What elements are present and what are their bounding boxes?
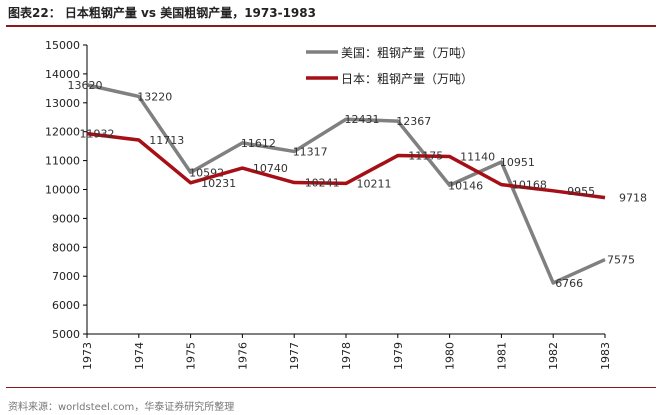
x-tick-label: 1980 xyxy=(444,342,457,370)
title-divider xyxy=(6,25,656,27)
footer-divider xyxy=(6,387,656,388)
data-label: 10231 xyxy=(201,177,236,190)
data-label: 9718 xyxy=(619,192,647,205)
y-tick-label: 12000 xyxy=(45,126,80,139)
data-label: 12431 xyxy=(345,113,380,126)
data-label: 10168 xyxy=(512,179,547,192)
x-tick-label: 1973 xyxy=(81,342,94,370)
x-tick-label: 1976 xyxy=(236,342,249,370)
data-label: 11713 xyxy=(149,134,184,147)
data-label: 13620 xyxy=(68,79,103,92)
x-tick-label: 1977 xyxy=(288,342,301,370)
x-tick-label: 1978 xyxy=(340,342,353,370)
y-tick-label: 7000 xyxy=(52,270,80,283)
y-tick-label: 6000 xyxy=(52,299,80,312)
data-label: 11612 xyxy=(241,137,276,150)
data-label: 10951 xyxy=(500,156,535,169)
data-label: 10740 xyxy=(253,162,288,175)
x-tick-label: 1975 xyxy=(185,342,198,370)
x-tick-label: 1982 xyxy=(547,342,560,370)
series-line-japan xyxy=(86,131,606,200)
data-label: 10211 xyxy=(357,177,392,190)
data-label: 11175 xyxy=(408,150,443,163)
x-tick-label: 1981 xyxy=(495,342,508,370)
data-label: 11140 xyxy=(460,151,495,164)
data-label: 7575 xyxy=(607,254,635,267)
y-tick-label: 11000 xyxy=(45,155,80,168)
source-note: 资料来源：worldsteel.com，华泰证券研究所整理 xyxy=(8,402,235,413)
data-label: 12367 xyxy=(396,115,431,128)
data-label: 9955 xyxy=(567,185,595,198)
y-tick-label: 15000 xyxy=(45,39,80,52)
data-label: 11932 xyxy=(80,128,115,141)
y-tick-label: 13000 xyxy=(45,97,80,110)
y-tick-label: 5000 xyxy=(52,328,80,341)
y-tick-label: 10000 xyxy=(45,184,80,197)
x-tick-label: 1979 xyxy=(392,342,405,370)
data-label: 11317 xyxy=(293,145,328,158)
legend-label: 美国：粗钢产量（万吨） xyxy=(341,46,473,60)
legend-label: 日本：粗钢产量（万吨） xyxy=(341,72,473,86)
data-label: 10146 xyxy=(448,179,483,192)
y-tick-label: 9000 xyxy=(52,212,80,225)
x-tick-label: 1983 xyxy=(599,342,612,370)
series-line-us xyxy=(86,83,606,285)
data-label: 13220 xyxy=(137,90,172,103)
figure-title: 图表22： 日本粗钢产量 vs 美国粗钢产量，1973-1983 xyxy=(8,6,316,20)
y-tick-label: 14000 xyxy=(45,68,80,81)
x-tick-label: 1974 xyxy=(133,342,146,370)
data-label: 6766 xyxy=(555,277,583,290)
data-label: 10241 xyxy=(305,177,340,190)
y-tick-label: 8000 xyxy=(52,241,80,254)
